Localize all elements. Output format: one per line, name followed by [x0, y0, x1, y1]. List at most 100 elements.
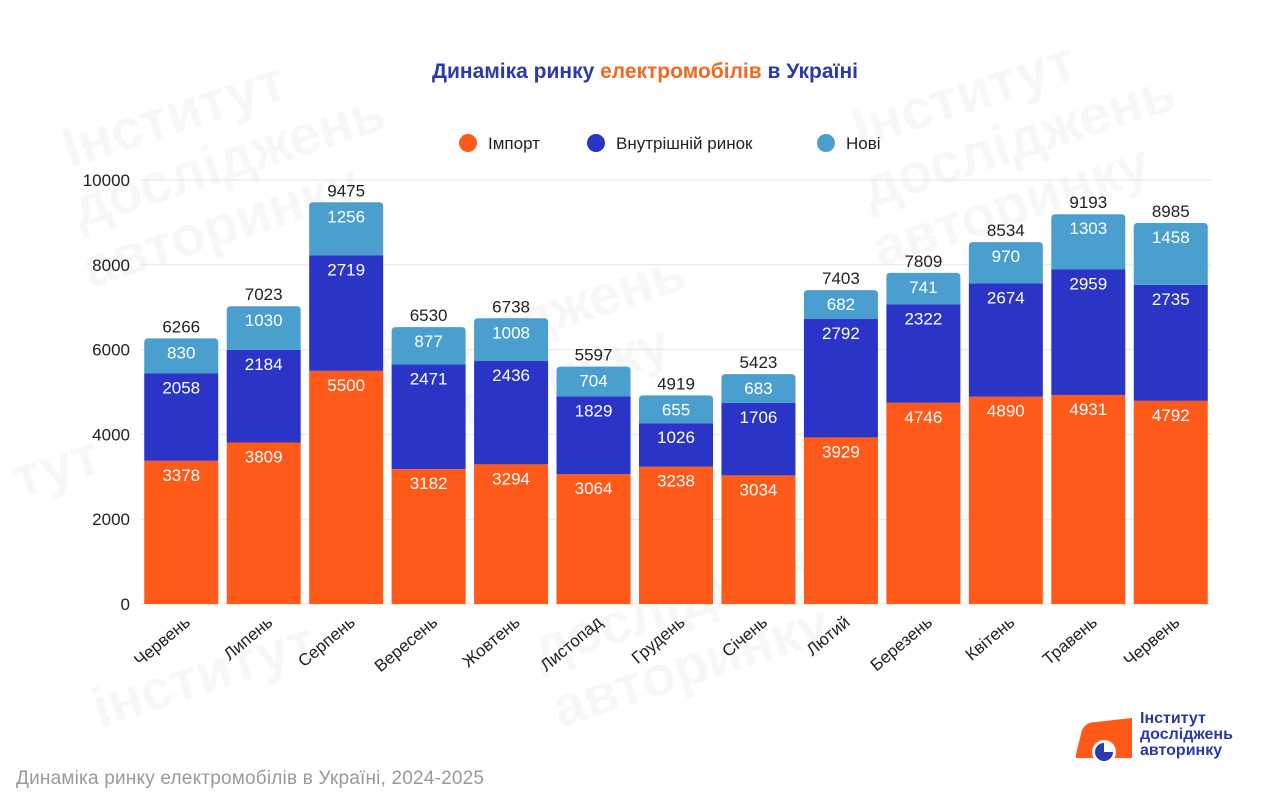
- data-label: 3294: [492, 469, 530, 488]
- logo-line-2: досліджень: [1140, 726, 1233, 743]
- y-axis: 0 2000 4000 6000 8000 10000: [83, 171, 130, 614]
- data-label: 2735: [1152, 290, 1190, 309]
- data-label: 1303: [1069, 219, 1107, 238]
- bar-segment: [968, 242, 1043, 284]
- bar-segment: [886, 272, 961, 305]
- logo-line-1: Інститут: [1140, 710, 1206, 727]
- data-label: 2719: [327, 261, 365, 280]
- data-label: 3809: [245, 447, 283, 466]
- total-label: 8985: [1152, 202, 1190, 221]
- data-label: 4931: [1069, 400, 1107, 419]
- total-label: 6530: [410, 306, 448, 325]
- data-label: 3034: [740, 480, 778, 499]
- x-tick-label: Жовтень: [459, 612, 524, 671]
- data-label: 877: [414, 332, 442, 351]
- bar-segment: [1133, 223, 1208, 285]
- bar-segment: [1133, 400, 1208, 604]
- x-tick-label: Червень: [1120, 612, 1183, 670]
- legend-marker: [817, 134, 835, 152]
- total-label: 7403: [822, 269, 860, 288]
- bar-segment: [474, 464, 549, 604]
- total-label: 6738: [492, 297, 530, 316]
- bar-segment: [1051, 394, 1126, 604]
- bar-segment: [391, 327, 466, 365]
- bar-segment: [639, 395, 713, 424]
- bar-segment: [226, 306, 301, 350]
- data-label: 3378: [162, 466, 200, 485]
- brand-logo: Інститут досліджень авторинку: [1074, 708, 1274, 768]
- bar-segment: [803, 290, 878, 320]
- bar-segment: [721, 374, 796, 404]
- data-label: 5500: [327, 376, 365, 395]
- data-label: 830: [167, 343, 195, 362]
- data-label: 2058: [162, 379, 200, 398]
- bar-segment: [391, 469, 466, 604]
- bar-segment: [226, 349, 301, 443]
- chart-title: Динаміка ринку електромобілів в Україні: [432, 60, 858, 83]
- bar-segment: [391, 364, 466, 470]
- y-tick-label: 6000: [92, 341, 130, 360]
- title-part-3: в Україні: [762, 60, 858, 83]
- data-label: 655: [662, 400, 690, 419]
- bar-segment: [144, 460, 219, 604]
- data-label: 1458: [1152, 228, 1190, 247]
- data-label: 683: [744, 379, 772, 398]
- data-label: 682: [827, 295, 855, 314]
- total-label: 5597: [575, 346, 613, 365]
- data-label: 2436: [492, 366, 530, 385]
- data-label: 4890: [987, 402, 1025, 421]
- bar-segment: [1051, 269, 1126, 395]
- bar-segment: [886, 304, 961, 403]
- data-label: 2959: [1069, 274, 1107, 293]
- bar-segment: [309, 370, 384, 604]
- bar-segment: [1133, 284, 1208, 401]
- data-label: 2471: [410, 369, 448, 388]
- bars: 3378 2058 830 6266 3809 2184 1030 7023 5500 2719 1…: [144, 181, 1208, 604]
- bar-segment: [1051, 214, 1126, 270]
- bar-segment: [803, 437, 878, 604]
- stacked-bar-chart: Інститут досліджень авторинку Інститут д…: [4, 28, 1212, 739]
- data-label: 3064: [575, 479, 613, 498]
- bar-segment: [968, 396, 1043, 604]
- x-tick-label: Квітень: [962, 612, 1019, 664]
- data-label: 970: [992, 247, 1020, 266]
- total-label: 7809: [904, 252, 942, 271]
- legend-label: Внутрішній ринок: [616, 134, 753, 153]
- bar-segment: [968, 283, 1043, 397]
- total-label: 8534: [987, 221, 1025, 240]
- bar-segment: [309, 202, 384, 256]
- data-label: 1008: [492, 323, 530, 342]
- data-label: 1030: [245, 311, 283, 330]
- data-label: 4746: [904, 408, 942, 427]
- data-label: 1829: [575, 402, 613, 421]
- bar-segment: [803, 319, 878, 438]
- total-label: 4919: [657, 374, 695, 393]
- bar-segment: [556, 396, 631, 475]
- bar-segment: [639, 423, 713, 467]
- total-label: 6266: [162, 317, 200, 336]
- logo-icon: [1076, 718, 1132, 764]
- x-tick-label: Травень: [1039, 612, 1101, 668]
- bar-segment: [886, 402, 961, 604]
- data-label: 704: [579, 372, 607, 391]
- bar-segment: [144, 338, 219, 374]
- legend-label: Нові: [846, 134, 881, 153]
- total-label: 9475: [327, 181, 365, 200]
- title-part-1: Динаміка ринку: [432, 60, 600, 83]
- data-label: 2322: [904, 309, 942, 328]
- bar-segment: [309, 255, 384, 371]
- bar-segment: [721, 403, 796, 476]
- bar-segment: [474, 361, 549, 465]
- legend: Імпорт Внутрішній ринок Нові: [459, 134, 881, 153]
- logo-text: Інститут досліджень авторинку: [1140, 711, 1233, 759]
- title-part-2: електромобілів: [600, 60, 762, 83]
- data-label: 4792: [1152, 406, 1190, 425]
- data-label: 3929: [822, 442, 860, 461]
- y-tick-label: 2000: [92, 510, 130, 529]
- data-label: 2792: [822, 324, 860, 343]
- figure-caption: Динаміка ринку електромобілів в Україні,…: [16, 768, 485, 789]
- data-label: 3238: [657, 472, 695, 491]
- total-label: 7023: [245, 285, 283, 304]
- data-label: 1026: [657, 428, 695, 447]
- data-label: 2674: [987, 288, 1025, 307]
